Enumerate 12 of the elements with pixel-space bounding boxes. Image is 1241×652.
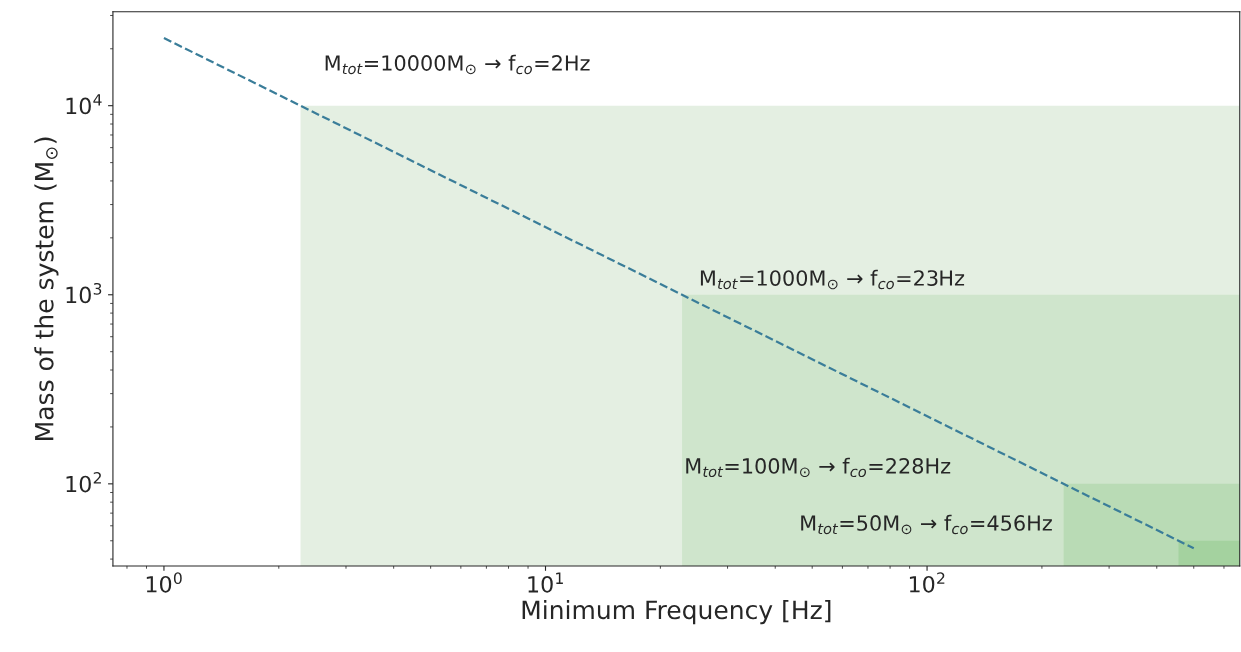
x-tick-label: 10$^{0}$	[146, 572, 182, 593]
y-tick-label: 10$^{3}$	[66, 282, 102, 304]
y-axis-title: Mass of the system (M$_{⊙}$)	[34, 137, 59, 440]
x-tick-label: 10$^{2}$	[909, 572, 945, 593]
annotation: M$_{tot}$=10000M$_{⊙}$ → f$_{co}$=2Hz	[325, 54, 590, 75]
x-axis-title: Minimum Frequency [Hz]	[522, 599, 831, 625]
y-tick-label: 10$^{4}$	[66, 94, 102, 115]
annotation: M$_{tot}$=100M$_{⊙}$ → f$_{co}$=228Hz	[686, 457, 951, 478]
x-tick-label: 10$^{1}$	[528, 572, 563, 593]
annotation: M$_{tot}$=50M$_{⊙}$ → f$_{co}$=456Hz	[801, 514, 1052, 535]
y-tick-label: 10$^{2}$	[66, 472, 101, 493]
annotation: M$_{tot}$=1000M$_{⊙}$ → f$_{co}$=23Hz	[700, 269, 965, 290]
